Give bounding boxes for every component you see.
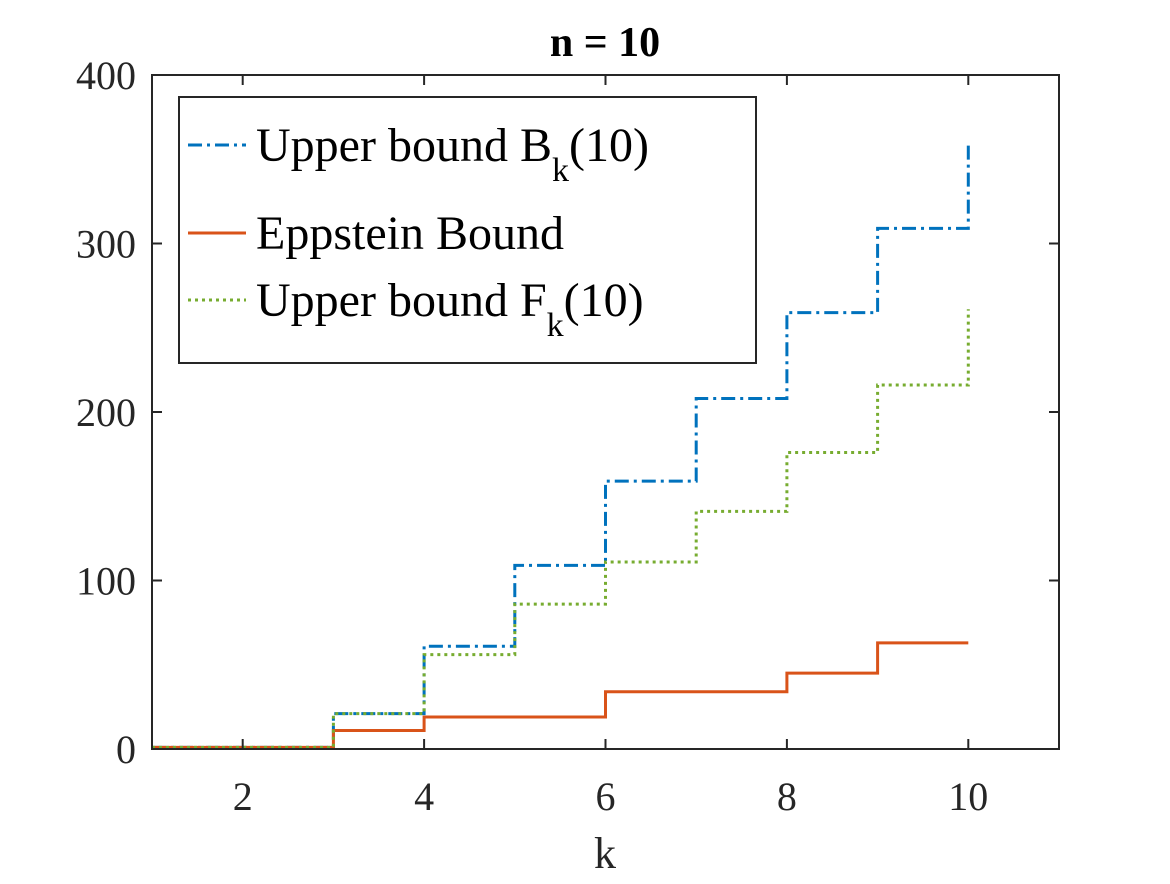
series-line-upper-bound-f-k [152, 309, 970, 749]
x-axis-label: k [594, 829, 616, 878]
x-tick-label: 6 [596, 774, 616, 819]
legend-item-eppstein-bound: Eppstein Bound [188, 207, 564, 260]
x-tick-label: 8 [777, 774, 797, 819]
chart-title: n = 10 [550, 20, 660, 66]
y-tick-label: 0 [116, 727, 136, 772]
x-axis: 2 4 6 8 10 [233, 75, 988, 819]
y-tick-label: 400 [76, 53, 136, 98]
legend-box [178, 96, 757, 364]
x-tick-label: 4 [414, 774, 434, 819]
x-tick-label: 2 [233, 774, 253, 819]
series-line-eppstein-bound [152, 641, 969, 749]
series-line-upper-bound-b-k [152, 144, 970, 749]
y-tick-label: 100 [76, 559, 136, 604]
legend-label: Eppstein Bound [256, 207, 564, 260]
y-tick-label: 200 [76, 390, 136, 435]
y-axis: 0 100 200 300 400 [76, 53, 1059, 772]
series-layer [152, 144, 970, 749]
x-tick-label: 10 [948, 774, 988, 819]
y-tick-label: 300 [76, 222, 136, 267]
